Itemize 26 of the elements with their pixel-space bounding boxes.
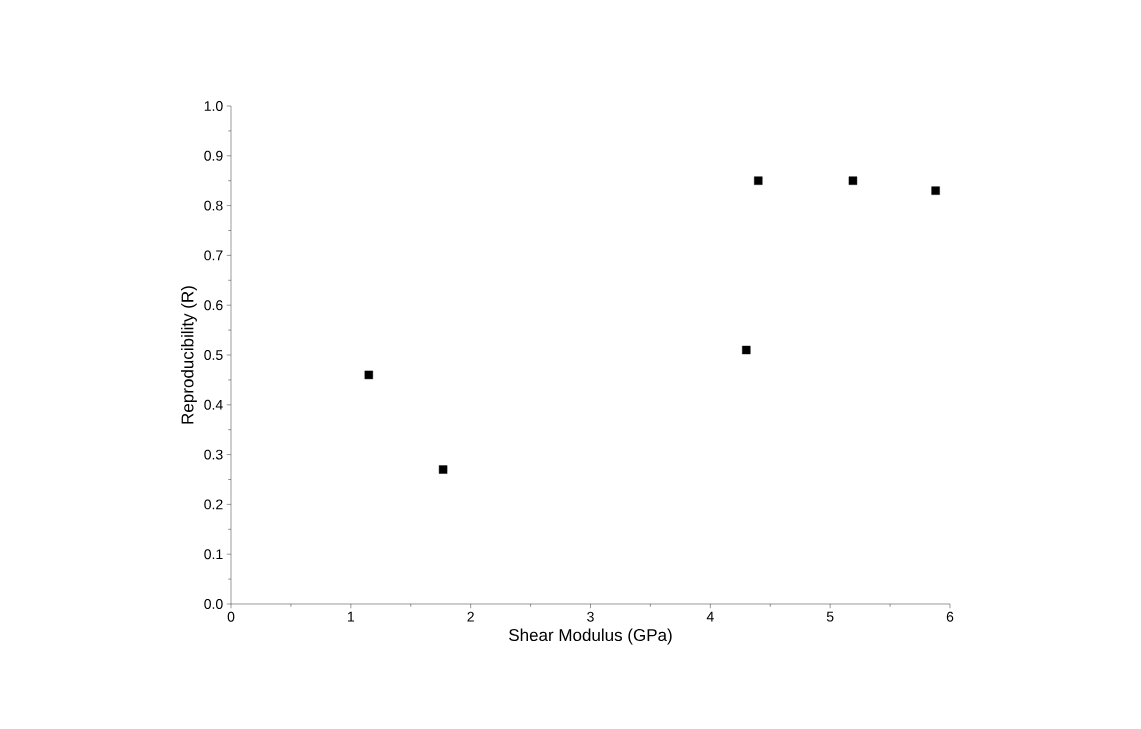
x-axis-title: Shear Modulus (GPa): [509, 628, 672, 645]
x-tick-label: 0: [227, 611, 235, 622]
y-tick-label: 0.6: [204, 300, 223, 311]
x-tick-label: 4: [706, 611, 714, 622]
point: [364, 370, 374, 380]
x-tick-label: 1: [348, 611, 355, 622]
y-tick-label: 0.5: [204, 350, 223, 360]
x-tick-label: 5: [826, 611, 834, 622]
x-tick-label: 3: [587, 611, 594, 622]
y-tick-label: 0.4: [204, 399, 223, 410]
point: [754, 176, 763, 185]
x-tick-label: 6: [946, 611, 954, 622]
point: [931, 186, 940, 195]
y-tick-label: 0.7: [204, 250, 223, 261]
y-tick-label: 0.2: [204, 499, 223, 510]
point: [848, 176, 858, 185]
y-tick-label: 1.0: [204, 101, 223, 111]
point: [742, 345, 751, 355]
y-tick-label: 0.3: [204, 449, 223, 460]
y-tick-label: 0.8: [204, 200, 223, 211]
y-tick-label: 0.9: [204, 150, 223, 161]
point: [438, 465, 448, 474]
y-axis-title: Reproducibility (R): [181, 286, 197, 424]
y-tick-label: 0.0: [204, 599, 223, 609]
y-tick-label: 0.1: [204, 549, 223, 560]
x-tick-label: 2: [467, 611, 474, 622]
